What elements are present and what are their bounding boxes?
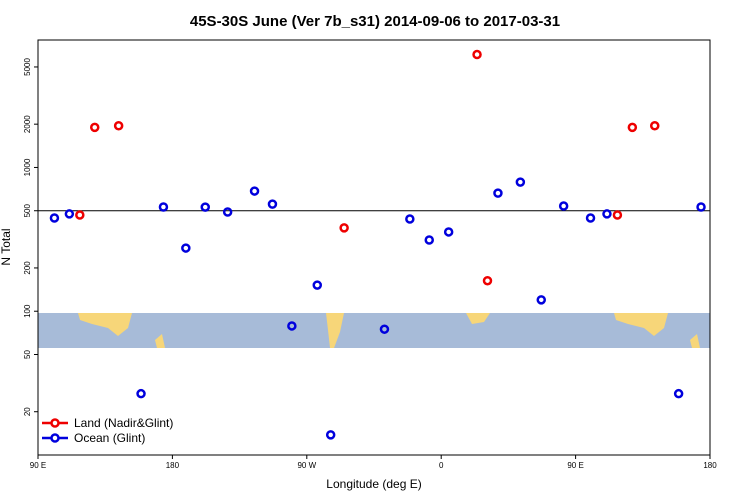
- y-tick-label: 2000: [23, 115, 32, 133]
- x-axis-label: Longitude (deg E): [326, 477, 421, 491]
- point: [585, 213, 596, 223]
- x-tick-label: 180: [703, 461, 717, 470]
- y-tick-label: 50: [23, 350, 32, 359]
- point: [493, 188, 503, 198]
- point: [181, 243, 191, 253]
- point: [405, 214, 415, 224]
- point: [482, 275, 493, 286]
- point: [612, 210, 623, 220]
- y-tick-label: 5000: [23, 58, 32, 76]
- y-axis-label: N Total: [0, 228, 13, 265]
- point: [424, 235, 435, 245]
- point: [287, 321, 297, 331]
- point: [536, 295, 547, 305]
- point: [443, 227, 454, 237]
- point: [49, 213, 60, 223]
- legend-label: Ocean (Glint): [74, 431, 145, 445]
- point: [558, 201, 569, 211]
- point: [222, 207, 233, 217]
- y-tick-label: 100: [23, 304, 32, 318]
- point: [64, 209, 75, 219]
- point: [472, 49, 482, 60]
- point: [649, 121, 660, 131]
- y-tick-label: 1000: [23, 158, 32, 176]
- x-tick-label: 0: [439, 461, 444, 470]
- point: [339, 223, 349, 233]
- point: [673, 388, 684, 399]
- x-tick-label: 90 W: [297, 461, 316, 470]
- point: [696, 202, 706, 212]
- plot-frame: [37, 39, 711, 456]
- y-tick-label: 500: [23, 204, 32, 218]
- point: [89, 122, 100, 133]
- point: [113, 121, 124, 131]
- x-tick-label: 90 E: [567, 461, 583, 470]
- point: [267, 199, 278, 209]
- point: [75, 210, 85, 220]
- chart-title: 45S-30S June (Ver 7b_s31) 2014-09-06 to …: [190, 13, 560, 30]
- y-tick-label: 20: [23, 407, 32, 416]
- point: [200, 202, 211, 212]
- point: [379, 324, 390, 334]
- legend-marker: [50, 418, 60, 428]
- point: [515, 177, 526, 187]
- legend-marker: [50, 433, 60, 443]
- map-strip: [38, 313, 710, 348]
- point: [136, 388, 146, 399]
- point: [158, 202, 169, 212]
- point: [627, 122, 638, 133]
- x-tick-label: 180: [166, 461, 180, 470]
- point: [325, 430, 336, 440]
- point: [312, 280, 323, 290]
- x-tick-label: 90 E: [30, 461, 46, 470]
- y-tick-label: 200: [23, 261, 32, 275]
- legend-label: Land (Nadir&Glint): [74, 416, 173, 430]
- point: [602, 209, 612, 219]
- point: [249, 186, 260, 196]
